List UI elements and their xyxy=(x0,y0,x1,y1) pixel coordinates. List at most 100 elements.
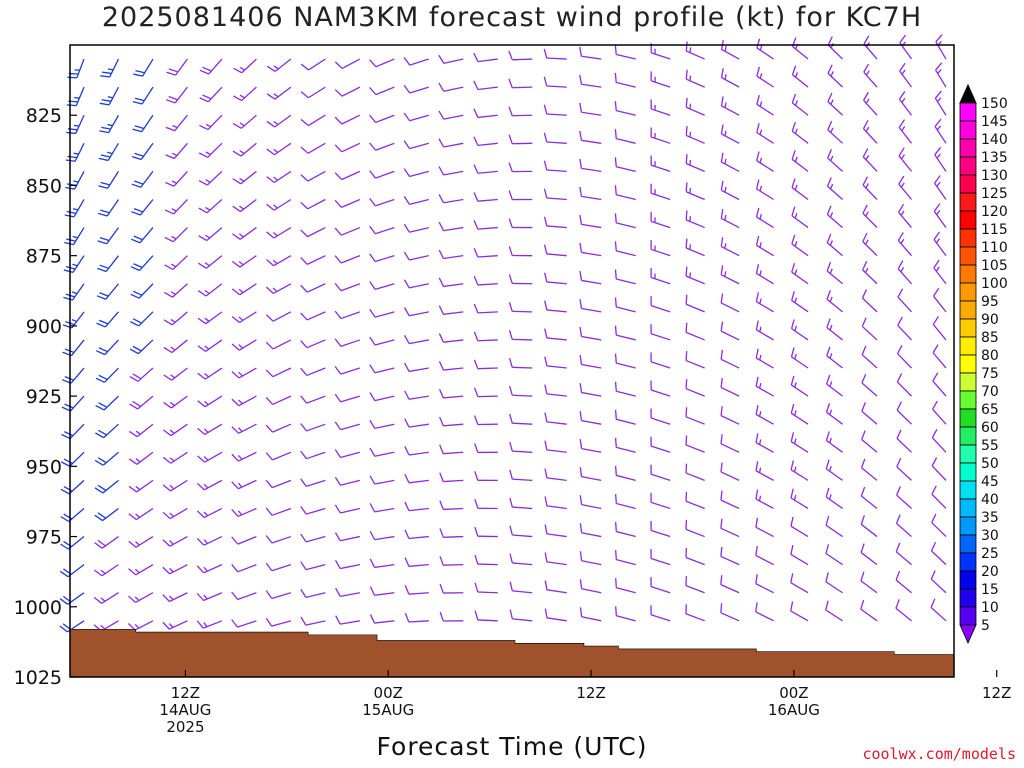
wind-barb xyxy=(509,497,533,510)
wind-barb xyxy=(128,451,154,465)
wind-barb xyxy=(369,253,395,263)
colorbar-label: 120 xyxy=(981,204,1008,220)
wind-barb xyxy=(544,580,567,594)
wind-barb xyxy=(650,296,671,313)
wind-barb xyxy=(131,142,154,161)
wind-barb xyxy=(404,362,429,373)
wind-barb xyxy=(509,525,533,538)
wind-barb xyxy=(473,192,498,202)
wind-barb xyxy=(334,338,361,347)
wind-barb xyxy=(932,372,947,397)
colorbar-label: 70 xyxy=(981,384,999,400)
wind-barb xyxy=(334,114,361,125)
wind-barb xyxy=(827,149,843,172)
wind-barb xyxy=(860,486,878,509)
wind-barb xyxy=(439,500,464,511)
colorbar-label: 55 xyxy=(981,438,999,454)
wind-barb xyxy=(166,86,188,104)
colorbar-swatch xyxy=(959,498,977,518)
wind-barb xyxy=(369,58,395,68)
wind-barb xyxy=(931,513,947,538)
wind-barb xyxy=(932,400,947,425)
wind-barb xyxy=(300,589,326,599)
colorbar-top-arrow xyxy=(959,83,977,104)
wind-barb xyxy=(756,94,774,116)
wind-barb xyxy=(650,183,671,201)
wind-barb xyxy=(369,558,395,569)
wind-barb xyxy=(791,150,809,172)
wind-barb xyxy=(130,255,154,272)
wind-barb xyxy=(827,36,844,60)
wind-barb xyxy=(166,58,188,76)
wind-barb xyxy=(755,545,774,566)
wind-barb xyxy=(129,423,154,438)
colorbar-label: 145 xyxy=(981,114,1008,130)
wind-barb xyxy=(369,86,395,96)
colorbar-swatch xyxy=(959,300,977,320)
wind-barb xyxy=(403,251,429,261)
wind-barb xyxy=(231,619,257,628)
wind-barb xyxy=(897,232,913,257)
wind-barb xyxy=(97,199,120,217)
wind-barb xyxy=(231,535,257,545)
colorbar-label: 40 xyxy=(981,492,999,508)
wind-barb xyxy=(579,579,602,594)
colorbar-swatch xyxy=(959,318,977,338)
wind-barb xyxy=(685,351,705,369)
wind-barb xyxy=(827,92,844,116)
wind-barb xyxy=(790,545,809,566)
wind-barb xyxy=(862,148,878,172)
wind-barb xyxy=(265,590,292,600)
wind-barb xyxy=(861,317,878,341)
wind-barb xyxy=(300,339,326,349)
wind-barb xyxy=(231,283,257,296)
wind-barb xyxy=(790,460,809,481)
wind-barb xyxy=(934,146,947,172)
wind-barb xyxy=(650,324,671,341)
wind-barb xyxy=(895,514,912,538)
wind-barb xyxy=(685,266,705,285)
wind-barb xyxy=(579,495,602,510)
wind-barb xyxy=(438,54,464,65)
y-tick-label: 975 xyxy=(26,527,62,549)
wind-barb xyxy=(826,205,843,229)
wind-barb xyxy=(404,473,429,484)
wind-barb xyxy=(95,367,119,383)
wind-barb xyxy=(720,406,740,425)
wind-barb xyxy=(861,289,878,313)
wind-barb xyxy=(932,316,947,341)
wind-barb xyxy=(439,528,464,538)
colorbar-label: 35 xyxy=(981,510,999,526)
wind-barb xyxy=(369,336,395,346)
wind-barb xyxy=(579,439,602,453)
wind-barb xyxy=(543,104,567,116)
wind-barb xyxy=(791,206,809,229)
y-tick-label: 925 xyxy=(26,386,62,408)
wind-barb xyxy=(826,346,843,369)
wind-barb xyxy=(163,395,188,409)
wind-barb xyxy=(473,80,498,91)
wind-barb xyxy=(755,405,774,425)
wind-barb xyxy=(438,333,464,343)
wind-barb xyxy=(438,388,464,399)
wind-barb xyxy=(198,255,223,269)
wind-barb xyxy=(300,226,326,238)
wind-barb xyxy=(403,223,429,233)
source-credit[interactable]: coolwx.com/models xyxy=(862,745,1016,763)
wind-barb xyxy=(579,383,602,397)
wind-barb xyxy=(369,170,395,179)
wind-barb xyxy=(197,283,223,297)
wind-barb xyxy=(544,328,567,341)
colorbar-swatch xyxy=(959,534,977,554)
wind-barb xyxy=(720,462,740,481)
wind-barb xyxy=(614,241,636,257)
wind-barb xyxy=(474,415,498,426)
colorbar-label: 105 xyxy=(981,258,1008,274)
colorbar-label: 100 xyxy=(981,276,1008,292)
x-tick-label: 12Z xyxy=(171,684,200,702)
wind-barb xyxy=(473,220,498,230)
wind-barb xyxy=(300,255,326,265)
wind-barb xyxy=(96,311,119,328)
wind-barb xyxy=(579,158,602,173)
wind-barb xyxy=(403,334,429,345)
